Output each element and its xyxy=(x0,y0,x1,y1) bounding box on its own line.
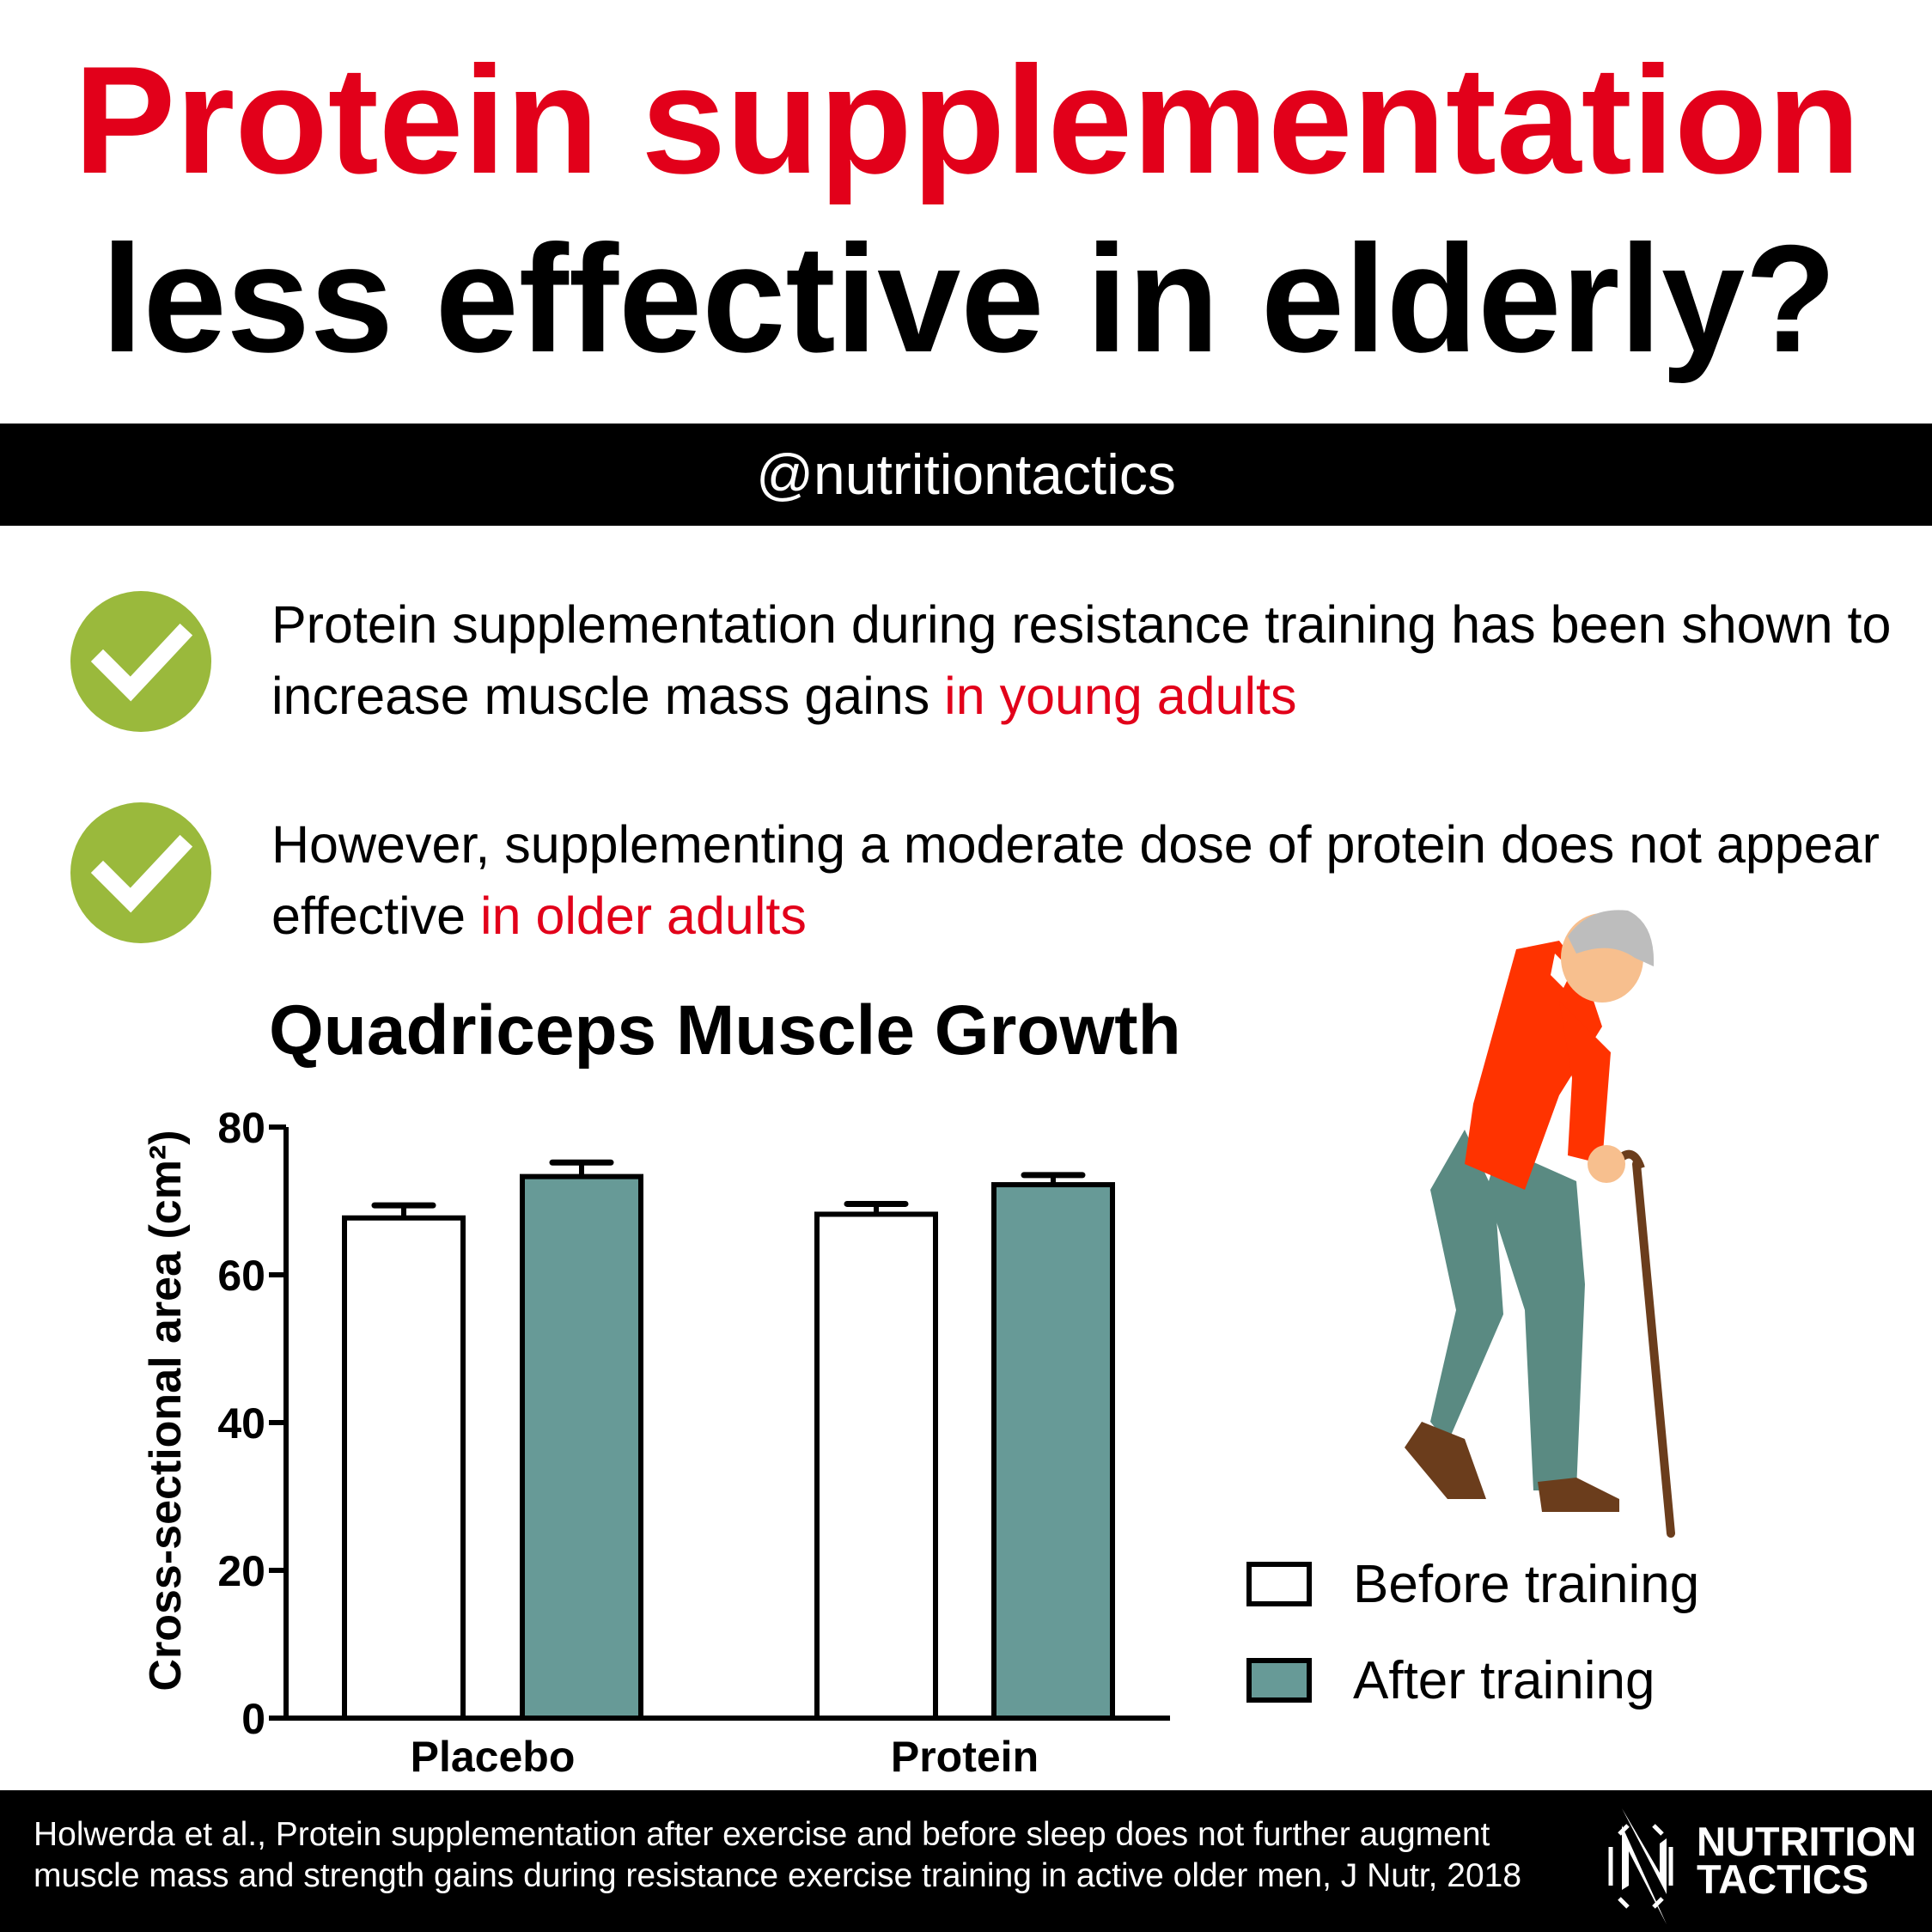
nutrition-tactics-logo-icon xyxy=(1608,1808,1673,1924)
y-tick-label: 0 xyxy=(241,1695,265,1743)
title-line-2: less effective in elderly? xyxy=(101,213,1837,384)
x-tick-label: Placebo xyxy=(411,1733,576,1781)
bar-placebo-after xyxy=(520,1173,643,1721)
point-2: However, supplementing a moderate dose o… xyxy=(271,815,1880,945)
point-1-highlight: in young adults xyxy=(944,667,1297,725)
elderly-man-illustration xyxy=(1405,910,1675,1538)
x-tick-label: Protein xyxy=(891,1733,1039,1781)
y-tick-label: 60 xyxy=(217,1252,265,1300)
legend-label-after: After training xyxy=(1353,1651,1655,1710)
point-2-highlight: in older adults xyxy=(480,887,807,945)
legend-swatch-before xyxy=(1246,1562,1312,1606)
handle-banner: @nutritiontactics xyxy=(0,424,1932,526)
bar-protein-after xyxy=(991,1182,1115,1721)
check-icon xyxy=(70,591,211,732)
chart-title: Quadriceps Muscle Growth xyxy=(269,991,1181,1070)
y-tick-label: 80 xyxy=(217,1104,265,1152)
bar-placebo-before xyxy=(342,1215,466,1721)
y-axis-label: Cross-sectional area (cm²) xyxy=(141,1130,191,1691)
logo-wordmark: NUTRITION TACTICS xyxy=(1697,1819,1917,1902)
citation: Holwerda et al., Protein supplementation… xyxy=(34,1816,1522,1894)
y-tick-label: 40 xyxy=(217,1399,265,1447)
y-tick-label: 20 xyxy=(217,1547,265,1595)
bar-protein-before xyxy=(814,1211,938,1721)
point-1: Protein supplementation during resistanc… xyxy=(271,595,1892,725)
check-icon xyxy=(70,802,211,943)
legend-label-before: Before training xyxy=(1353,1555,1700,1614)
legend-swatch-after xyxy=(1246,1658,1312,1703)
title-line-1: Protein supplementation xyxy=(74,34,1861,205)
